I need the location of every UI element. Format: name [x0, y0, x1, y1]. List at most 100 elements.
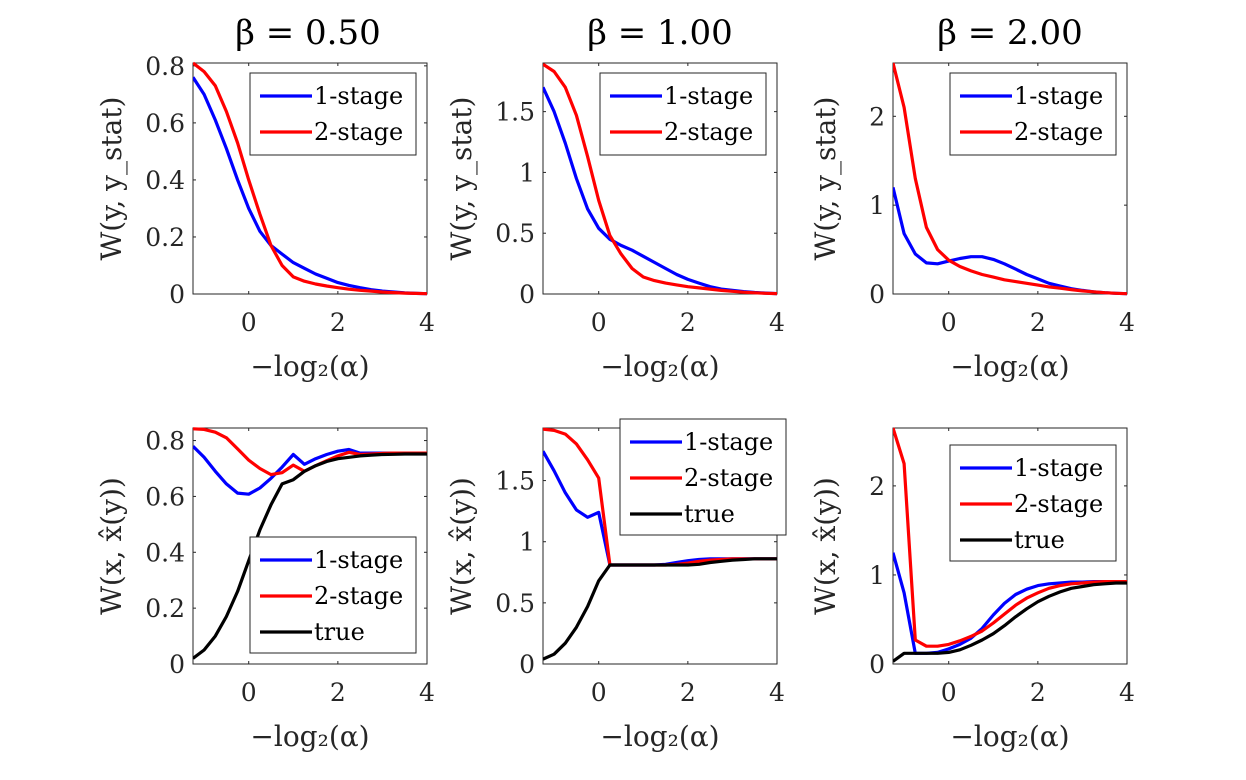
- x-tick-label: 4: [419, 678, 435, 707]
- subplot-grid: 0 2 4 0 0.2 0.4 0.6 0.8 −log₂(α) W(y, y_stat) 1-st…: [95, 52, 1135, 753]
- title-beta-2.00: β = 2.00: [937, 13, 1082, 53]
- subplot-top-beta-2.00: 0 2 4 0 1 2 −log₂(α) W(y, y_stat) 1-stage 2-stage: [809, 62, 1135, 383]
- legend-label-2-stage: 2-stage: [314, 118, 403, 146]
- x-tick-label: 4: [1119, 308, 1135, 337]
- x-tick-label: 0: [591, 678, 607, 707]
- y-tick-label: 0.4: [145, 538, 185, 567]
- series-line-1-stage: [893, 187, 1127, 296]
- x-tick-label: 4: [769, 678, 785, 707]
- y-tick-label: 1.5: [495, 98, 535, 127]
- x-tick-label: 2: [680, 308, 696, 337]
- series-line-2-stage: [193, 61, 427, 296]
- x-tick-label: 0: [591, 308, 607, 337]
- legend-label-1-stage: 1-stage: [314, 82, 403, 110]
- legend-label-true: true: [1014, 526, 1065, 554]
- x-tick-label: 2: [330, 308, 346, 337]
- y-tick-label: 0.5: [495, 589, 535, 618]
- axes-frame: [192, 427, 428, 665]
- legend-label-1-stage: 1-stage: [1014, 82, 1103, 110]
- y-tick-label: 0: [169, 650, 185, 679]
- x-tick-label: 2: [680, 678, 696, 707]
- legend-label-true: true: [684, 500, 735, 528]
- axes-frame: [542, 62, 778, 295]
- legend-label-1-stage: 1-stage: [684, 428, 773, 456]
- legend: 1-stage 2-stage true: [949, 444, 1117, 562]
- y-tick-label: 0.2: [145, 594, 185, 623]
- y-tick-label: 0.6: [145, 482, 185, 511]
- x-tick-label: 2: [330, 678, 346, 707]
- axes-frame: [892, 62, 1128, 295]
- x-axis-label: −log₂(α): [600, 350, 719, 383]
- legend-label-2-stage: 2-stage: [1014, 118, 1103, 146]
- y-tick-label: 1: [519, 528, 535, 557]
- y-axis-label: W(y, y_stat): [809, 97, 842, 261]
- y-tick-label: 0.4: [145, 166, 185, 195]
- y-tick-label: 1: [869, 191, 885, 220]
- series-line-1-stage: [893, 552, 1127, 655]
- y-axis-label: W(x, x̂(y)): [809, 477, 842, 615]
- legend-label-2-stage: 2-stage: [664, 118, 753, 146]
- y-tick-label: 1: [869, 561, 885, 590]
- x-tick-label: 0: [941, 678, 957, 707]
- legend-label-true: true: [314, 618, 365, 646]
- x-tick-label: 4: [769, 308, 785, 337]
- axes-frame: [192, 62, 428, 295]
- legend: 1-stage 2-stage: [249, 72, 417, 156]
- y-tick-label: 2: [869, 472, 885, 501]
- subplot-bottom-beta-1.00: 0 2 4 0 0.5 1 1.5 −log₂(α) W(x, x̂(y)) 1-stage 2-s…: [445, 418, 787, 753]
- y-tick-label: 0.8: [145, 52, 185, 81]
- series-line-true: [193, 452, 427, 660]
- legend-box: [949, 72, 1117, 156]
- y-tick-label: 0: [169, 280, 185, 309]
- series-line-2-stage: [893, 427, 1127, 648]
- y-axis-label: W(y, y_stat): [445, 97, 478, 261]
- legend-box: [249, 72, 417, 156]
- legend-label-2-stage: 2-stage: [1014, 490, 1103, 518]
- y-tick-label: 0: [869, 280, 885, 309]
- y-tick-label: 0: [519, 280, 535, 309]
- title-beta-0.50: β = 0.50: [235, 13, 380, 53]
- x-axis-label: −log₂(α): [950, 720, 1069, 753]
- x-tick-label: 2: [1030, 308, 1046, 337]
- legend-label-1-stage: 1-stage: [664, 82, 753, 110]
- y-tick-label: 0: [869, 650, 885, 679]
- y-tick-label: 0.5: [495, 219, 535, 248]
- y-tick-label: 0: [519, 650, 535, 679]
- legend: 1-stage 2-stage: [949, 72, 1117, 156]
- x-tick-label: 4: [419, 308, 435, 337]
- y-axis-label: W(x, x̂(y)): [445, 477, 478, 615]
- x-axis-label: −log₂(α): [250, 350, 369, 383]
- subplot-top-beta-0.50: 0 2 4 0 0.2 0.4 0.6 0.8 −log₂(α) W(y, y_stat) 1-st…: [95, 52, 435, 383]
- x-tick-label: 0: [241, 678, 257, 707]
- subplot-bottom-beta-2.00: 0 2 4 0 1 2 −log₂(α) W(x, x̂(y)) 1-stage 2-stage t…: [809, 427, 1135, 753]
- x-axis-label: −log₂(α): [600, 720, 719, 753]
- legend: 1-stage 2-stage true: [249, 536, 417, 654]
- legend-label-1-stage: 1-stage: [1014, 454, 1103, 482]
- series-line-true: [893, 581, 1127, 663]
- legend: 1-stage 2-stage true: [619, 418, 787, 536]
- legend-label-1-stage: 1-stage: [314, 546, 403, 574]
- y-tick-label: 2: [869, 102, 885, 131]
- series-line-2-stage: [543, 62, 777, 296]
- y-tick-label: 0.2: [145, 223, 185, 252]
- y-tick-label: 0.8: [145, 427, 185, 456]
- x-tick-label: 0: [241, 308, 257, 337]
- y-tick-label: 1.5: [495, 467, 535, 496]
- legend-box: [599, 72, 767, 156]
- legend-label-2-stage: 2-stage: [314, 582, 403, 610]
- subplot-bottom-beta-0.50: 0 2 4 0 0.2 0.4 0.6 0.8 −log₂(α) W(x, x̂(y)) 1-sta…: [95, 427, 435, 753]
- y-tick-label: 1: [519, 158, 535, 187]
- subplot-top-beta-1.00: 0 2 4 0 0.5 1 1.5 −log₂(α) W(y, y_stat) 1-stage 2-…: [445, 62, 785, 383]
- x-axis-label: −log₂(α): [250, 720, 369, 753]
- x-tick-label: 0: [941, 308, 957, 337]
- title-beta-1.00: β = 1.00: [587, 13, 732, 53]
- y-tick-label: 0.6: [145, 109, 185, 138]
- y-axis-label: W(x, x̂(y)): [95, 477, 128, 615]
- x-tick-label: 2: [1030, 678, 1046, 707]
- axes-frame: [892, 427, 1128, 665]
- legend-label-2-stage: 2-stage: [684, 464, 773, 492]
- x-tick-label: 4: [1119, 678, 1135, 707]
- y-axis-label: W(y, y_stat): [95, 97, 128, 261]
- series-line-true: [543, 557, 777, 661]
